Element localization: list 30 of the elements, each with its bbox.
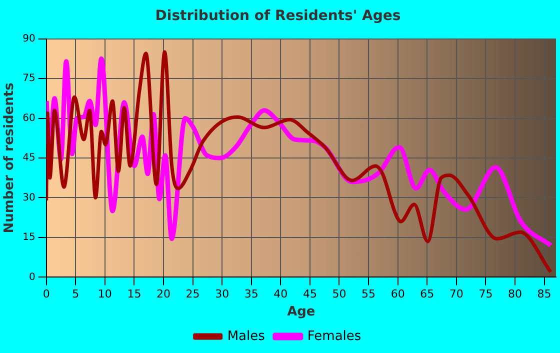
x-tick-label: 35 — [244, 288, 258, 301]
y-tick-label: 15 — [22, 232, 36, 244]
x-tick-label: 85 — [537, 288, 552, 301]
x-tick-label: 60 — [390, 288, 405, 301]
x-tick-label: 65 — [420, 288, 434, 301]
legend-label: Males — [227, 328, 266, 344]
x-tick-label: 5 — [72, 288, 80, 301]
x-tick-label: 50 — [332, 288, 346, 301]
y-tick-label: 0 — [28, 272, 36, 283]
x-axis-title: Age — [287, 304, 316, 320]
y-tick-label: 90 — [22, 33, 36, 44]
x-tick-label: 20 — [156, 288, 170, 301]
y-tick-label: 75 — [22, 73, 36, 84]
legend-label: Females — [307, 328, 362, 344]
x-tick-label: 25 — [186, 288, 200, 301]
x-tick-label: 40 — [274, 288, 288, 301]
x-tick-label: 75 — [478, 288, 493, 301]
x-tick-label: 0 — [42, 288, 50, 301]
y-tick-label: 60 — [22, 112, 36, 124]
y-axis-title: Number of residents — [2, 82, 18, 234]
x-tick-label: 45 — [302, 288, 317, 301]
y-tick-label: 45 — [22, 152, 36, 164]
x-tick-label: 10 — [98, 288, 112, 301]
x-tick-label: 80 — [508, 288, 522, 301]
x-tick-label: 70 — [449, 288, 464, 301]
x-tick-label: 55 — [362, 288, 376, 301]
x-tick-label: 15 — [127, 288, 142, 301]
y-tick-label: 30 — [22, 192, 36, 204]
chart-title: Distribution of Residents' Ages — [155, 8, 401, 24]
x-tick-label: 30 — [215, 288, 230, 301]
